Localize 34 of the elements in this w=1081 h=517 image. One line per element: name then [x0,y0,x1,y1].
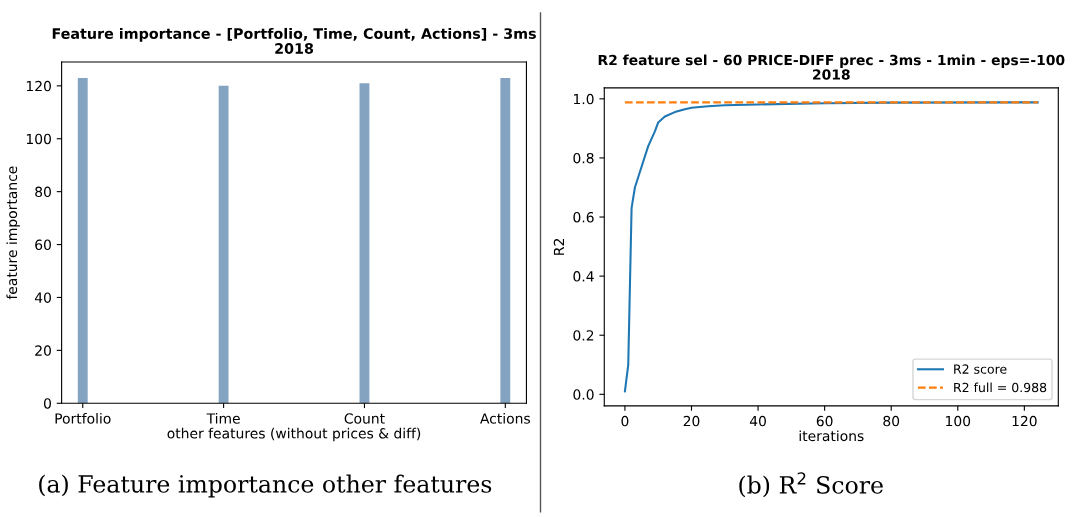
y-tick-label: 1.0 [573,93,594,105]
x-tick-label: Portfolio [55,412,111,424]
x-tick-label: 80 [883,415,900,427]
y-axis-title: feature importance [6,166,20,300]
x-tick-label: 40 [749,415,766,427]
y-tick-label: 0 [43,398,51,409]
x-tick-label: 20 [683,415,700,427]
x-axis-title: other features (without prices & diff) [167,427,421,442]
text: (b) R$^{2}$ Score [739,472,883,498]
chart-title: R2 feature sel - 60 PRICE-DIFF prec - 3ms - 1min - eps=-100 2018 [598,54,1065,80]
x-tick-label: Time [206,412,240,424]
y-tick-label: 20 [35,345,51,356]
y-tick-label: 0.4 [573,271,594,282]
y-tick-label: 40 [34,292,51,303]
y-tick-label: 80 [35,186,51,198]
x-axis-title: iterations [799,430,864,442]
legend-label: R2 score [954,364,1007,374]
y-tick-label: 0.6 [573,211,594,223]
y-tick-label: 100 [26,133,51,145]
y-tick-label: 60 [35,239,51,251]
y-axis-title: R2 [553,239,565,255]
y-tick-label: 0.2 [573,330,594,341]
text: (a) Feature importance other features [39,474,492,498]
x-tick-label: 0 [621,415,629,427]
y-tick-label: 0.8 [573,152,594,164]
chart-title: Feature importance - [Portfolio, Time, Count, Actions] - 3ms 2018 [52,27,536,54]
x-tick-label: Actions [480,412,531,424]
x-tick-label: Count [344,413,385,424]
y-tick-label: 120 [26,80,51,92]
x-tick-label: 60 [816,415,833,427]
x-tick-label: 120 [1012,415,1037,427]
y-tick-label: 0.0 [573,389,594,400]
x-tick-label: 100 [946,415,971,427]
legend-label: R2 full = 0.988 [954,382,1047,393]
